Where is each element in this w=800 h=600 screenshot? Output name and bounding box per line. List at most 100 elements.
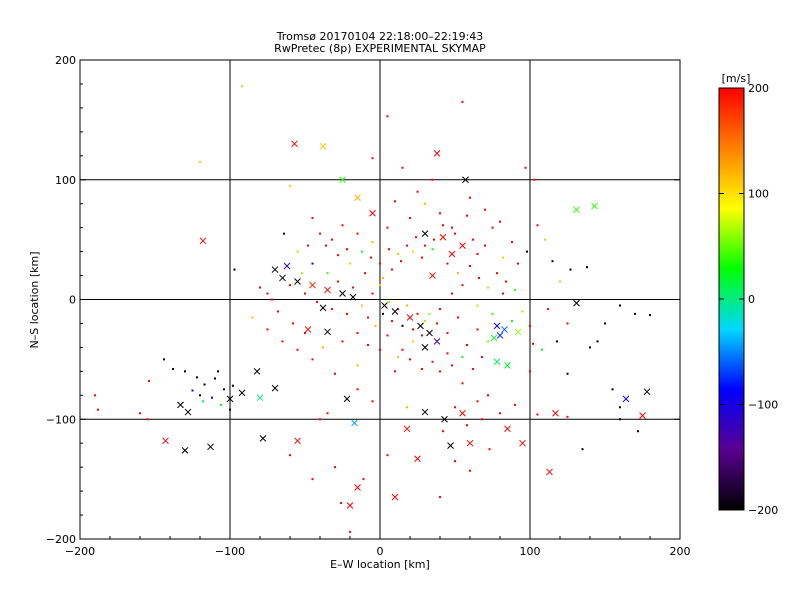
- data-dot: [416, 312, 419, 315]
- data-dot: [442, 224, 444, 227]
- data-dot: [349, 530, 351, 533]
- data-cross-marker: [426, 329, 433, 337]
- data-dot: [371, 157, 374, 160]
- data-dot: [502, 292, 504, 295]
- data-dot: [428, 312, 431, 315]
- data-cross-marker: [369, 209, 376, 217]
- data-dot: [364, 272, 366, 275]
- data-dot: [478, 276, 480, 279]
- data-dot: [431, 248, 434, 251]
- data-dot: [146, 418, 149, 421]
- data-dot: [488, 448, 491, 451]
- data-dot: [361, 304, 363, 307]
- data-dot: [481, 355, 483, 358]
- data-dot: [466, 424, 468, 427]
- data-dot: [334, 372, 336, 375]
- data-cross-marker: [514, 328, 522, 336]
- data-dot: [556, 340, 558, 343]
- x-tick-label: 200: [670, 545, 691, 558]
- data-dot: [388, 300, 390, 303]
- data-dot: [604, 322, 606, 325]
- data-cross-marker: [403, 425, 411, 433]
- data-cross-marker: [304, 326, 312, 333]
- data-dot: [388, 248, 390, 251]
- data-cross-marker: [339, 176, 346, 184]
- data-cross-marker: [466, 439, 474, 447]
- data-cross-marker: [552, 409, 559, 417]
- data-dot: [536, 413, 539, 416]
- data-dot: [326, 272, 329, 275]
- data-dot: [361, 250, 363, 253]
- data-dot: [319, 232, 321, 235]
- data-dot: [544, 238, 546, 241]
- data-cross-marker: [417, 322, 424, 330]
- data-dot: [401, 166, 404, 169]
- data-dot: [362, 478, 365, 481]
- data-dot: [311, 478, 314, 481]
- data-dot: [416, 190, 419, 193]
- data-dot: [514, 288, 516, 291]
- data-dot: [391, 268, 393, 271]
- data-dot: [266, 292, 269, 295]
- data-dot: [533, 178, 536, 181]
- data-dot: [451, 226, 453, 229]
- data-cross-marker: [207, 443, 214, 451]
- data-cross-marker: [324, 328, 331, 336]
- data-dot: [394, 370, 396, 373]
- data-cross-marker: [351, 419, 358, 427]
- data-dot: [139, 412, 141, 415]
- data-dot: [319, 418, 321, 421]
- data-dot: [316, 300, 318, 303]
- data-dot: [433, 238, 435, 241]
- data-dot: [304, 332, 306, 335]
- data-dot: [400, 260, 402, 263]
- data-dot: [379, 262, 381, 265]
- data-cross-marker: [354, 484, 361, 491]
- data-cross-marker: [421, 230, 429, 237]
- data-points: [94, 85, 651, 533]
- data-cross-marker: [271, 266, 279, 273]
- data-dot: [223, 388, 225, 391]
- data-dot: [266, 328, 269, 331]
- data-cross-marker: [294, 437, 301, 445]
- data-dot: [340, 502, 342, 505]
- data-dot: [337, 280, 339, 283]
- data-cross-marker: [622, 395, 630, 403]
- data-dot: [296, 348, 299, 351]
- data-dot: [439, 496, 441, 499]
- data-dot: [505, 280, 507, 283]
- data-dot: [532, 342, 534, 345]
- data-dot: [241, 85, 243, 88]
- data-dot: [446, 262, 449, 265]
- data-cross-marker: [429, 272, 436, 279]
- data-dot: [472, 367, 474, 370]
- data-dot: [401, 324, 404, 327]
- data-dot: [521, 310, 524, 313]
- data-cross-marker: [519, 439, 526, 447]
- data-dot: [526, 250, 528, 253]
- data-dot: [424, 202, 426, 205]
- data-dot: [94, 394, 96, 397]
- data-dot: [386, 454, 389, 457]
- data-cross-marker: [490, 334, 498, 342]
- data-dot: [421, 367, 423, 370]
- data-dot: [511, 320, 513, 323]
- data-cross-marker: [643, 388, 651, 396]
- data-dot: [476, 400, 479, 403]
- data-dot: [634, 312, 636, 315]
- data-dot: [386, 334, 389, 337]
- data-dot: [292, 322, 294, 325]
- data-dot: [289, 454, 291, 457]
- data-cross-marker: [349, 293, 357, 301]
- data-dot: [412, 340, 414, 343]
- data-dot: [356, 232, 359, 235]
- data-dot: [586, 266, 588, 269]
- data-dot: [569, 268, 572, 271]
- data-cross-marker: [309, 281, 316, 289]
- data-dot: [446, 332, 449, 335]
- data-dot: [199, 160, 201, 163]
- data-dot: [451, 364, 453, 367]
- data-cross-marker: [459, 409, 466, 417]
- data-dot: [382, 312, 384, 315]
